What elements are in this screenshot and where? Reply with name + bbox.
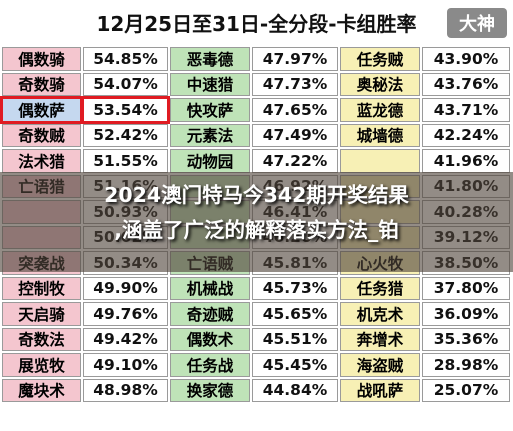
deck-name-cell: 任务贼 — [340, 47, 420, 71]
deck-name-cell: 奥秘法 — [340, 72, 420, 96]
winrate-cell: 45.65% — [252, 302, 338, 326]
deck-name-cell: 动物园 — [170, 149, 250, 173]
deck-name-cell: 偶数术 — [170, 327, 250, 351]
winrate-cell: 48.98% — [83, 378, 168, 402]
page-title: 12月25日至31日-全分段-卡组胜率 — [0, 0, 513, 45]
highlighted-deck-name-cell: 偶数萨 — [0, 96, 83, 124]
winrate-cell: 35.36% — [422, 327, 510, 351]
deck-name-cell: 法术猎 — [2, 149, 81, 173]
deck-name-cell: 战吼萨 — [340, 378, 420, 402]
highlighted-winrate-cell: 53.54% — [81, 96, 170, 124]
deck-name-cell: 奇数贼 — [2, 123, 81, 147]
deck-name-cell: 奇迹贼 — [170, 302, 250, 326]
winrate-cell: 54.85% — [83, 47, 168, 71]
table-row: 展览牧 49.10% 任务战 45.45% 海盗贼 28.98% — [2, 352, 511, 378]
overlay-banner — [0, 172, 513, 272]
deck-name-cell: 恶毒德 — [170, 47, 250, 71]
winrate-cell: 54.07% — [83, 72, 168, 96]
winrate-cell: 37.80% — [422, 276, 510, 300]
banner-line-2: ,涵盖了广泛的解释落实方法_铂 — [114, 218, 399, 242]
winrate-cell: 47.73% — [252, 72, 338, 96]
deck-name-cell: 奔增术 — [340, 327, 420, 351]
deck-name-cell: 奇数骑 — [2, 72, 81, 96]
table-row: 偶数骑 54.85% 恶毒德 47.97% 任务贼 43.90% — [2, 46, 511, 72]
winrate-cell: 44.84% — [252, 378, 338, 402]
deck-name-cell: 海盗贼 — [340, 353, 420, 377]
deck-name-cell: 魔块术 — [2, 378, 81, 402]
deck-name-cell: 奇数法 — [2, 327, 81, 351]
winrate-cell: 43.71% — [422, 98, 510, 122]
winrate-cell: 49.10% — [83, 353, 168, 377]
deck-name-cell: 换家德 — [170, 378, 250, 402]
deck-name-cell: 机克术 — [340, 302, 420, 326]
winrate-cell: 47.22% — [252, 149, 338, 173]
deck-name-cell: 蓝龙德 — [340, 98, 420, 122]
deck-name-cell — [340, 149, 420, 173]
banner-line-1: 2024澳门特马今342期开奖结果 — [104, 183, 409, 207]
winrate-cell: 43.90% — [422, 47, 510, 71]
deck-name-cell: 元素法 — [170, 123, 250, 147]
deck-name-cell: 城墙德 — [340, 123, 420, 147]
winrate-cell: 45.73% — [252, 276, 338, 300]
winrate-cell: 49.90% — [83, 276, 168, 300]
table-row: 奇数骑 54.07% 中速猎 47.73% 奥秘法 43.76% — [2, 72, 511, 98]
deck-name-cell: 机械战 — [170, 276, 250, 300]
deck-name-cell: 天启骑 — [2, 302, 81, 326]
winrate-cell: 47.97% — [252, 47, 338, 71]
table-row: 奇数法 49.42% 偶数术 45.51% 奔增术 35.36% — [2, 327, 511, 353]
deck-name-cell: 快攻萨 — [170, 98, 250, 122]
table-row: 偶数萨 53.54% 快攻萨 47.65% 蓝龙德 43.71% — [0, 96, 511, 124]
deck-name-cell: 任务战 — [170, 353, 250, 377]
winrate-cell: 49.42% — [83, 327, 168, 351]
winrate-cell: 52.42% — [83, 123, 168, 147]
table-row: 天启骑 49.76% 奇迹贼 45.65% 机克术 36.09% — [2, 301, 511, 327]
winrate-cell: 47.49% — [252, 123, 338, 147]
winrate-cell: 43.76% — [422, 72, 510, 96]
table-row: 法术猎 51.55% 动物园 47.22% 41.96% — [2, 148, 511, 174]
winrate-cell: 45.51% — [252, 327, 338, 351]
winrate-cell: 47.65% — [252, 98, 338, 122]
table-row: 奇数贼 52.42% 元素法 47.49% 城墙德 42.24% — [2, 123, 511, 149]
deck-name-cell: 任务猎 — [340, 276, 420, 300]
winrate-cell: 51.55% — [83, 149, 168, 173]
winrate-cell: 28.98% — [422, 353, 510, 377]
deck-name-cell: 偶数骑 — [2, 47, 81, 71]
table-row: 控制牧 49.90% 机械战 45.73% 任务猎 37.80% — [2, 276, 511, 302]
winrate-cell: 49.76% — [83, 302, 168, 326]
watermark-logo: 大神 — [447, 8, 507, 38]
deck-name-cell: 中速猎 — [170, 72, 250, 96]
winrate-cell: 45.45% — [252, 353, 338, 377]
winrate-cell: 25.07% — [422, 378, 510, 402]
deck-name-cell: 控制牧 — [2, 276, 81, 300]
winrate-cell: 42.24% — [422, 123, 510, 147]
deck-name-cell: 展览牧 — [2, 353, 81, 377]
winrate-cell: 41.96% — [422, 149, 510, 173]
winrate-cell: 36.09% — [422, 302, 510, 326]
table-row: 魔块术 48.98% 换家德 44.84% 战吼萨 25.07% — [2, 378, 511, 404]
